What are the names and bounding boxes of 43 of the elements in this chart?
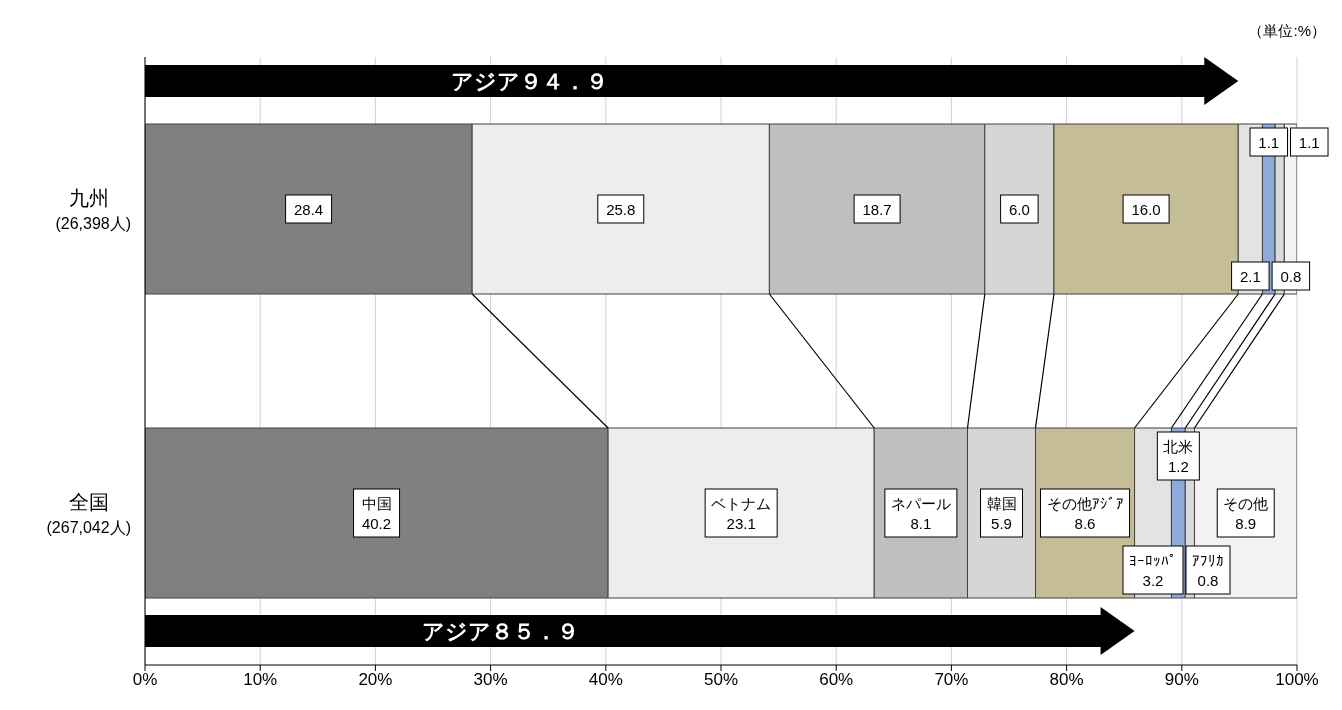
x-tick-label: 30% (473, 670, 508, 690)
data-label: 25.8 (606, 201, 636, 218)
x-tick-label: 70% (934, 670, 969, 690)
data-label: 1.1 (1258, 134, 1280, 151)
series-label: ｱﾌﾘｶ (1192, 552, 1224, 569)
annotation: アジア８５．９ (422, 619, 580, 644)
x-tick-label: 80% (1049, 670, 1084, 690)
text: （単位:%） (1248, 22, 1326, 39)
data-label: 1.2 (1167, 458, 1189, 475)
series-label: ベトナム (711, 495, 772, 512)
data-label: 5.9 (991, 515, 1012, 532)
data-label: 18.7 (862, 201, 892, 218)
x-tick-label: 90% (1164, 670, 1199, 690)
series-label: その他 (1223, 495, 1269, 512)
series-label: その他ｱｼﾞｱ (1046, 495, 1124, 512)
series-label: ネパール (890, 495, 951, 512)
series-label: ﾖｰﾛｯﾊﾟ (1129, 552, 1177, 569)
y-tick-label: 九州 (26,398人) (55, 187, 131, 232)
x-tick-label: 10% (243, 670, 278, 690)
x-tick-label: 0% (132, 670, 158, 690)
data-label: 8.9 (1235, 515, 1257, 532)
series-label: 韓国 (986, 495, 1017, 512)
series-label: 中国 (361, 495, 392, 512)
x-tick-label: 20% (358, 670, 393, 690)
data-label: 0.8 (1280, 268, 1302, 285)
series-label: 北米 (1163, 438, 1194, 455)
x-tick-label: 60% (819, 670, 854, 690)
data-label: 8.6 (1074, 515, 1096, 532)
data-label: 2.1 (1239, 268, 1261, 285)
data-label: 16.0 (1131, 201, 1161, 218)
data-label: 28.4 (293, 201, 324, 218)
x-tick-label: 100% (1275, 670, 1319, 690)
data-label: 40.2 (361, 515, 392, 532)
annotation: アジア９４．９ (451, 69, 609, 94)
data-label: 3.2 (1142, 572, 1164, 589)
y-tick-label: 全国 (267,042人) (46, 491, 131, 536)
x-tick-label: 50% (703, 670, 739, 690)
data-label: 8.1 (910, 515, 932, 532)
data-label: 6.0 (1008, 201, 1030, 218)
data-label: 0.8 (1197, 572, 1219, 589)
data-label: 23.1 (726, 515, 756, 532)
x-tick-label: 40% (588, 670, 623, 690)
data-label: 1.1 (1298, 134, 1320, 151)
